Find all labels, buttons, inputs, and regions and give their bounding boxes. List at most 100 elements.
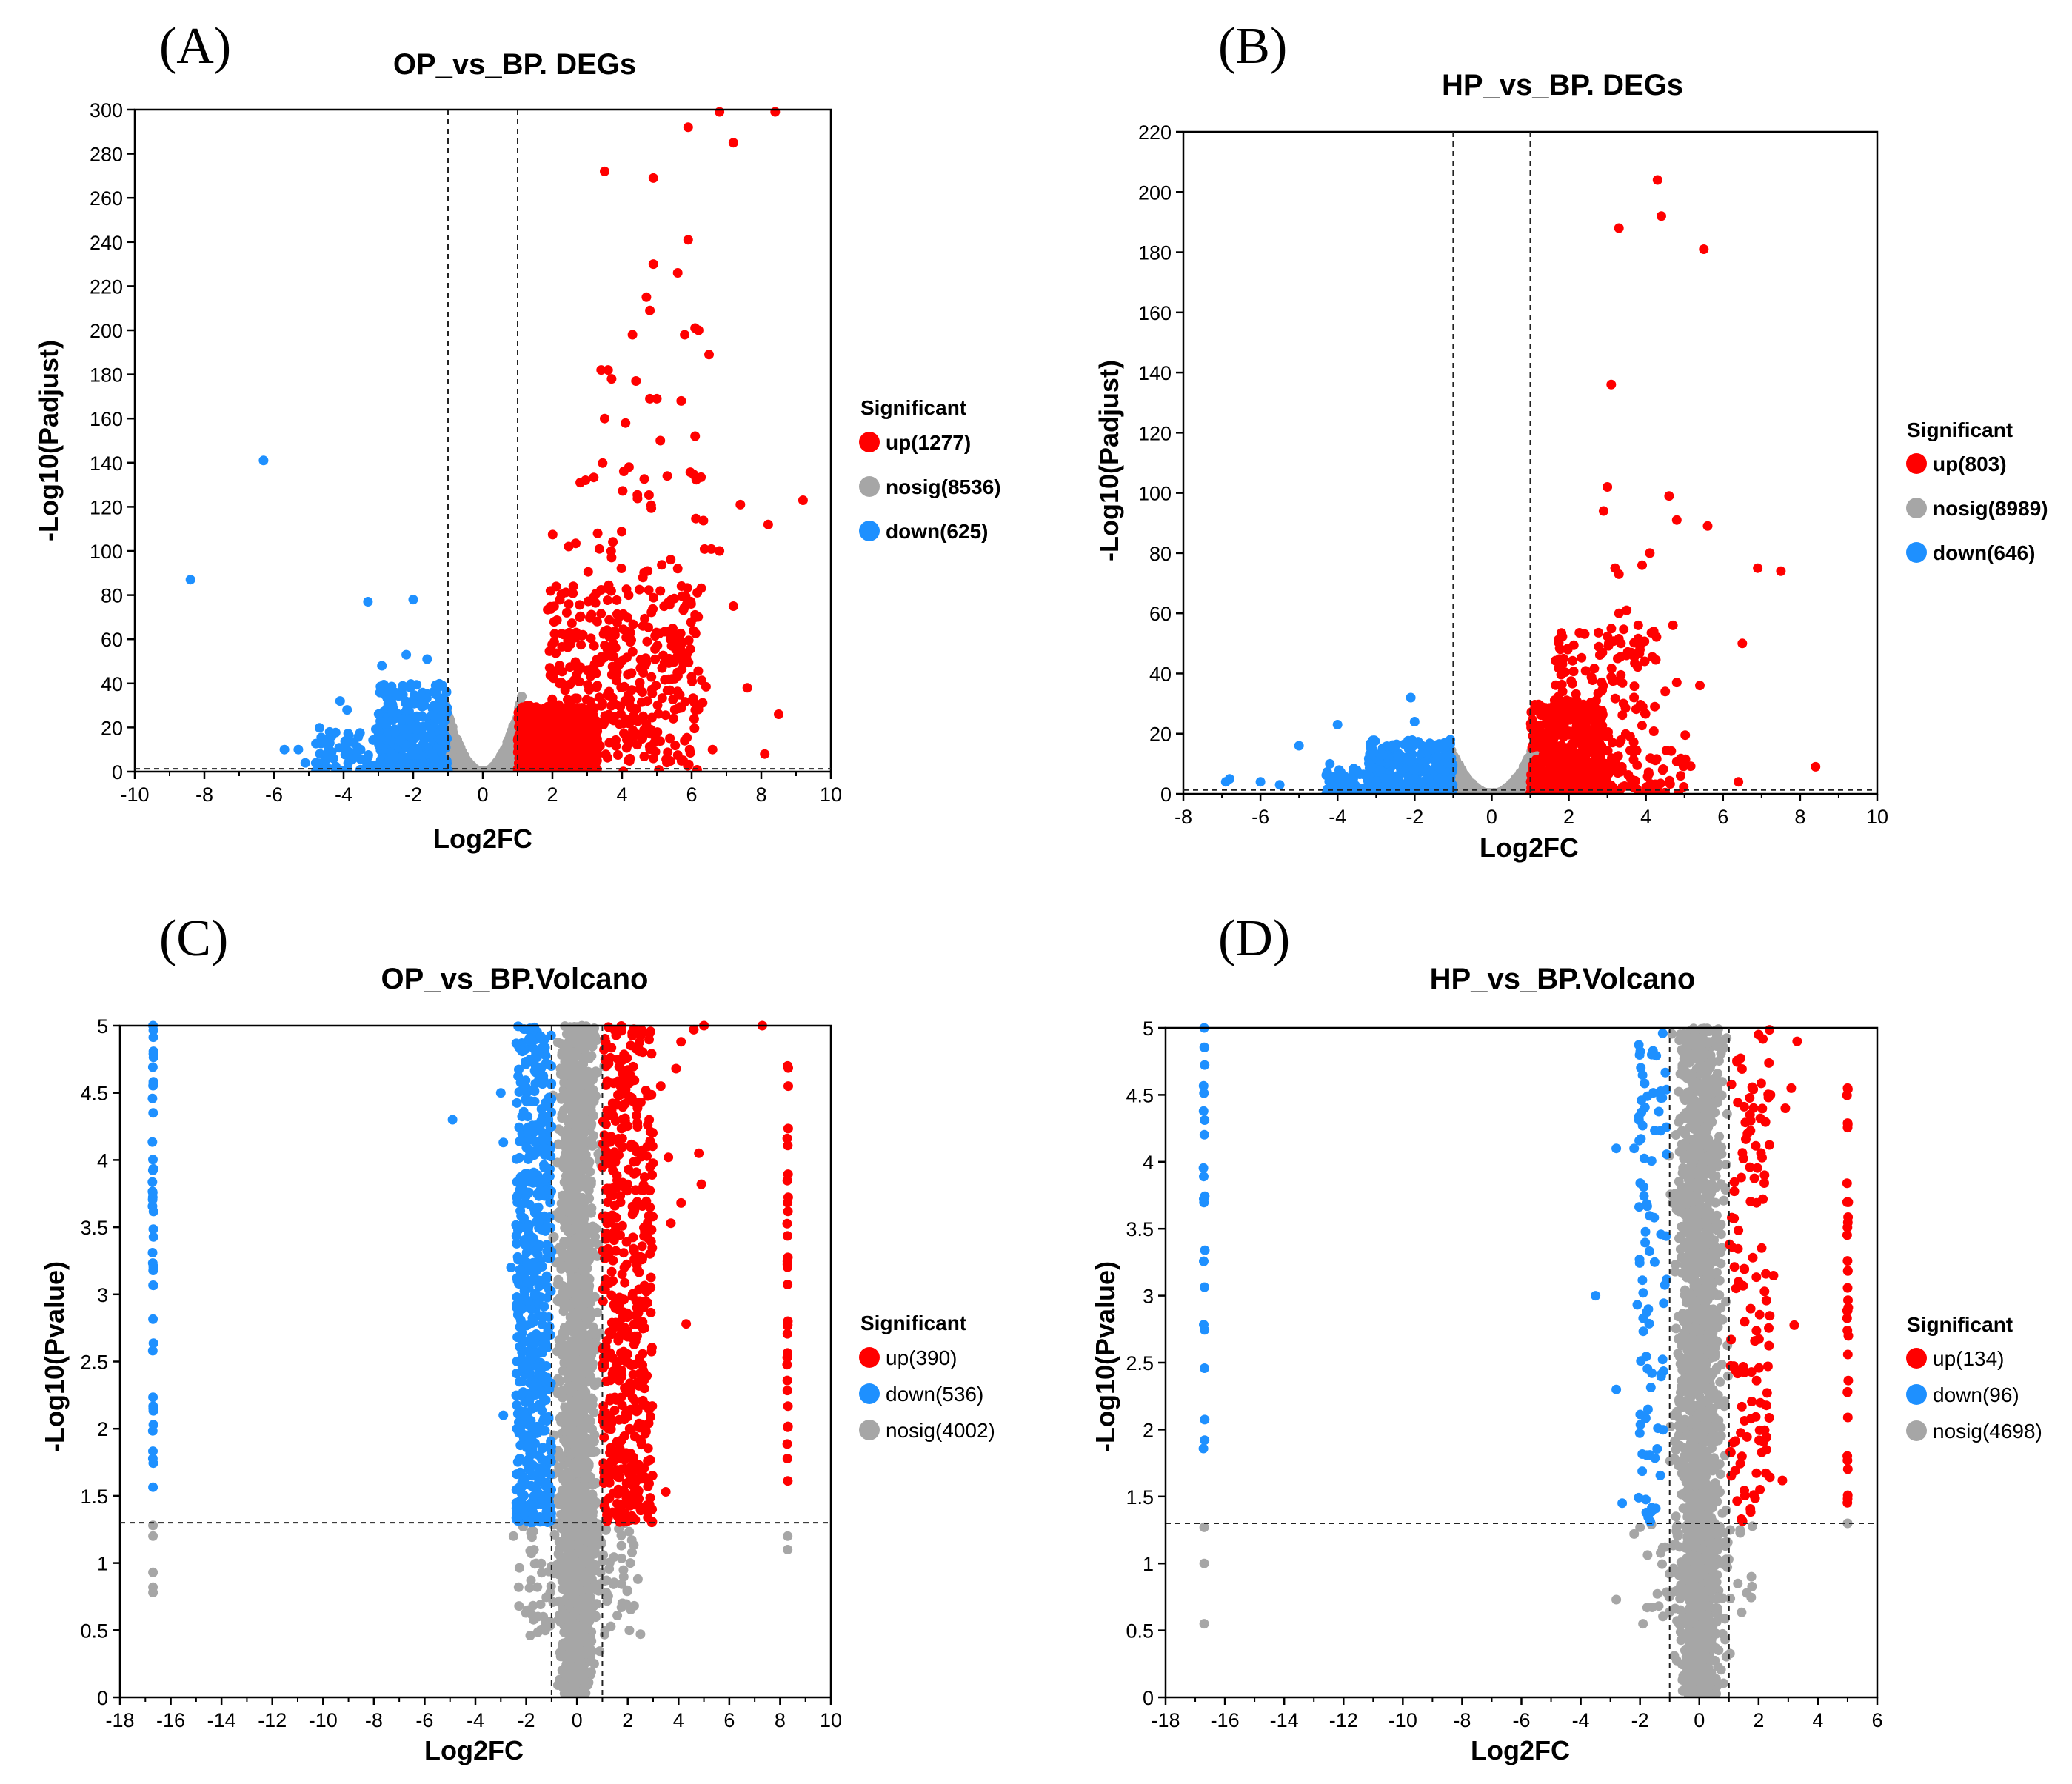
point-up <box>604 645 615 655</box>
y-tick-label: 180 <box>90 364 123 387</box>
point-up <box>1562 695 1572 706</box>
point-up <box>564 599 574 609</box>
point-up <box>1577 771 1587 781</box>
point-up <box>569 738 580 748</box>
point-up <box>1631 746 1642 756</box>
point-down <box>1369 735 1380 746</box>
point-up <box>614 660 624 670</box>
point-up <box>1557 628 1566 638</box>
point-up <box>1560 784 1570 794</box>
points-layer <box>148 1020 793 1697</box>
point-up <box>622 612 632 623</box>
point-up <box>596 701 606 711</box>
legend-swatch-nosig <box>859 476 880 497</box>
point-down <box>1388 740 1398 750</box>
point-up <box>1657 211 1666 221</box>
legend: Significant up(803) nosig(8989) down(646… <box>1906 418 2048 564</box>
point-up <box>645 305 655 315</box>
point-up <box>1577 652 1587 663</box>
point-up <box>541 761 552 772</box>
point-up <box>557 629 567 639</box>
point-up <box>645 393 655 404</box>
point-up <box>681 591 691 601</box>
point-up <box>515 707 524 718</box>
point-up <box>1629 681 1640 692</box>
point-up <box>662 471 672 481</box>
point-up <box>1620 729 1631 739</box>
point-up <box>1607 753 1617 764</box>
point-down <box>1376 752 1386 762</box>
point-up <box>715 546 725 556</box>
point-down <box>407 746 418 757</box>
point-down <box>1406 692 1416 703</box>
point-down <box>1409 717 1420 726</box>
point-up <box>1699 244 1709 254</box>
x-tick-label: 10 <box>1866 806 1888 828</box>
point-up <box>625 637 635 647</box>
points-layer <box>1525 175 1821 794</box>
point-down <box>324 738 335 748</box>
point-up <box>563 635 573 646</box>
point-up <box>567 618 577 629</box>
point-down <box>1423 746 1433 757</box>
point-up <box>1588 675 1597 685</box>
point-up <box>760 749 770 759</box>
y-tick-label: 140 <box>1138 362 1172 384</box>
point-up <box>680 330 690 340</box>
point-up <box>1591 735 1600 746</box>
point-up <box>576 718 586 728</box>
point-up <box>1586 701 1597 712</box>
point-up <box>575 612 585 622</box>
point-down <box>1379 773 1388 784</box>
y-axis-label: -Log10(Padjust) <box>33 340 64 541</box>
point-up <box>644 490 654 500</box>
point-up <box>571 538 581 549</box>
point-up <box>676 395 686 406</box>
point-down <box>387 706 398 717</box>
point-down <box>1439 775 1449 785</box>
point-up <box>570 657 581 667</box>
point-up <box>676 703 686 713</box>
point-up <box>568 588 578 598</box>
point-up <box>606 374 617 384</box>
point-up <box>1598 506 1608 516</box>
x-tick-label: 4 <box>1640 806 1651 828</box>
point-up <box>1591 752 1602 762</box>
chart-title: OP_vs_BP.Volcano <box>381 963 649 995</box>
point-up <box>648 604 658 614</box>
point-down <box>427 748 438 758</box>
point-up <box>1608 636 1619 647</box>
point-up <box>603 365 613 375</box>
point-up <box>624 462 634 472</box>
point-up <box>1637 560 1647 570</box>
point-up <box>606 586 616 596</box>
x-tick-label: -6 <box>1251 806 1269 828</box>
point-up <box>1568 769 1578 780</box>
point-up <box>1594 650 1605 660</box>
point-up <box>1585 784 1595 794</box>
point-up <box>560 685 570 695</box>
point-down <box>404 715 414 725</box>
point-up <box>1648 726 1659 736</box>
point-up <box>589 755 599 766</box>
point-up <box>1737 638 1748 649</box>
point-up <box>595 741 605 751</box>
point-up <box>1530 700 1540 709</box>
point-down <box>407 766 418 772</box>
point-down <box>1274 780 1285 790</box>
point-up <box>1628 755 1639 765</box>
point-down <box>374 741 384 750</box>
point-up <box>1531 727 1542 738</box>
point-up <box>561 607 572 618</box>
point-up <box>1614 608 1624 618</box>
point-up <box>1543 721 1554 731</box>
point-up <box>570 726 581 737</box>
y-tick-label: 220 <box>1138 121 1172 144</box>
legend-swatch-down <box>1906 542 1927 563</box>
point-up <box>554 678 564 689</box>
point-up <box>1623 770 1634 780</box>
point-up <box>1619 624 1629 635</box>
point-up <box>515 759 525 769</box>
point-down <box>387 696 396 706</box>
